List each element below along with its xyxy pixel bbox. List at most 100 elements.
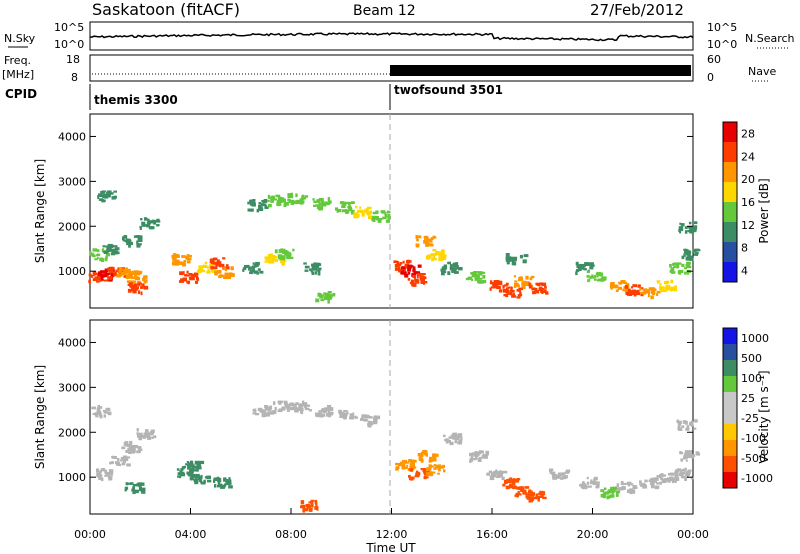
scatter-cluster xyxy=(417,449,439,463)
scatter-cluster xyxy=(213,476,233,489)
scatter-cluster xyxy=(609,280,630,293)
y-tick-label: 4000 xyxy=(58,130,86,143)
y-tick-label: 4000 xyxy=(58,336,86,349)
y-tick-label: 2000 xyxy=(58,220,86,233)
y-tick-label: 1000 xyxy=(58,471,86,484)
colorbar-swatch xyxy=(723,242,737,262)
colorbar-swatch xyxy=(723,472,737,488)
power-colorbar-label: Power [dB] xyxy=(757,178,771,243)
nave-tick-top: 60 xyxy=(707,53,721,66)
nave-label: Nave xyxy=(748,65,776,78)
velocity-colorbar: 1000 500 100 25 -25 -100 -500 -1000 xyxy=(722,327,773,489)
velocity-panel: 1000 2000 3000 4000 Slant Range [km] 1000 50… xyxy=(33,319,773,554)
colorbar-tick-label: 25 xyxy=(741,392,755,405)
colorbar-tick-label: 1000 xyxy=(741,332,769,345)
nsky-tick-top: 10^5 xyxy=(54,21,84,34)
scatter-cluster xyxy=(639,477,660,490)
scatter-cluster xyxy=(252,405,274,418)
scatter-cluster xyxy=(242,261,264,275)
scatter-cluster xyxy=(272,400,295,415)
colorbar-tick-label: -500 xyxy=(741,452,766,465)
scatter-cluster xyxy=(407,273,428,287)
scatter-cluster xyxy=(676,419,698,431)
colorbar-swatch xyxy=(723,122,737,142)
scatter-cluster xyxy=(600,486,621,500)
scatter-cluster xyxy=(528,282,549,295)
colorbar-tick-label: -25 xyxy=(741,412,759,425)
power-colorbar: 28 24 20 16 12 8 4 xyxy=(722,121,755,283)
colorbar-swatch xyxy=(723,360,737,376)
scatter-cluster xyxy=(371,210,391,223)
scatter-cluster xyxy=(287,192,309,205)
nsearch-tick-top: 10^5 xyxy=(707,21,737,34)
scatter-cluster xyxy=(415,235,437,248)
velocity-colorbar-label: Velocity [m s⁻¹] xyxy=(757,370,771,463)
nsky-panel: N.Sky 10^5 10^0 10^5 10^0 N.Search xyxy=(4,21,795,51)
power-cells xyxy=(88,190,701,304)
colorbar-swatch xyxy=(723,392,737,408)
scatter-cluster xyxy=(679,450,701,462)
scatter-cluster xyxy=(674,467,694,481)
scatter-cluster xyxy=(247,199,269,213)
scatter-cluster xyxy=(548,468,571,480)
scatter-cluster xyxy=(136,428,157,441)
scatter-cluster xyxy=(425,248,447,262)
scatter-cluster xyxy=(656,472,679,485)
scatter-cluster xyxy=(102,243,120,256)
freq-label: Freq. xyxy=(4,54,31,67)
scatter-cluster xyxy=(486,469,508,481)
power-yticks: 1000 2000 3000 4000 xyxy=(58,130,693,278)
cpid-panel: CPID themis 3300 twofsound 3501 xyxy=(5,83,503,110)
scatter-cluster xyxy=(312,197,332,211)
colorbar-tick-label: 500 xyxy=(741,352,762,365)
scatter-cluster xyxy=(360,414,381,428)
scatter-cluster xyxy=(179,270,199,285)
scatter-cluster xyxy=(127,282,149,296)
time-axis-label: Time UT xyxy=(365,541,416,554)
scatter-cluster xyxy=(292,400,312,415)
scatter-cluster xyxy=(96,468,114,482)
colorbar-tick-label: 12 xyxy=(741,219,755,232)
scatter-cluster xyxy=(656,279,677,293)
scatter-cluster xyxy=(681,248,701,261)
colorbar-swatch xyxy=(723,344,737,360)
scatter-cluster xyxy=(274,248,295,261)
scatter-cluster xyxy=(124,482,146,495)
scatter-cluster xyxy=(122,235,143,248)
scatter-cluster xyxy=(190,473,212,485)
nsky-label: N.Sky xyxy=(4,32,36,45)
scatter-cluster xyxy=(678,221,698,235)
colorbar-swatch xyxy=(723,328,737,344)
scatter-cluster xyxy=(303,262,322,276)
x-tick-label: 08:00 xyxy=(275,528,307,541)
scatter-cluster xyxy=(400,264,422,278)
colorbar-tick-label: -100 xyxy=(741,432,766,445)
colorbar-swatch xyxy=(723,162,737,182)
freq-unit: [MHz] xyxy=(2,68,34,81)
nsky-tick-bottom: 10^0 xyxy=(54,38,84,51)
scatter-cluster xyxy=(586,270,607,283)
colorbar-tick-label: 16 xyxy=(741,196,755,209)
freq-panel: Freq. [MHz] 18 8 60 0 Nave xyxy=(2,53,776,84)
scatter-cluster xyxy=(91,405,112,419)
scatter-cluster xyxy=(267,194,289,208)
nsearch-tick-bottom: 10^0 xyxy=(707,38,737,51)
x-tick-label: 00:00 xyxy=(677,528,709,541)
colorbar-tick-label: 24 xyxy=(741,150,755,163)
scatter-cluster xyxy=(109,455,131,467)
nave-block xyxy=(390,65,691,76)
x-tick-label: 04:00 xyxy=(175,528,207,541)
scatter-cluster xyxy=(353,205,373,220)
colorbar-frame xyxy=(722,327,738,489)
x-tick-label: 12:00 xyxy=(376,528,408,541)
scatter-cluster xyxy=(315,291,336,304)
scatter-cluster xyxy=(209,257,230,270)
freq-tick-bottom: 8 xyxy=(71,71,78,84)
colorbar-tick-label: 8 xyxy=(741,242,748,255)
nave-tick-bottom: 0 xyxy=(707,71,714,84)
colorbar-swatch xyxy=(723,440,737,456)
colorbar-swatch xyxy=(723,222,737,242)
x-tick-label: 16:00 xyxy=(476,528,508,541)
colorbar-swatch xyxy=(723,262,737,282)
